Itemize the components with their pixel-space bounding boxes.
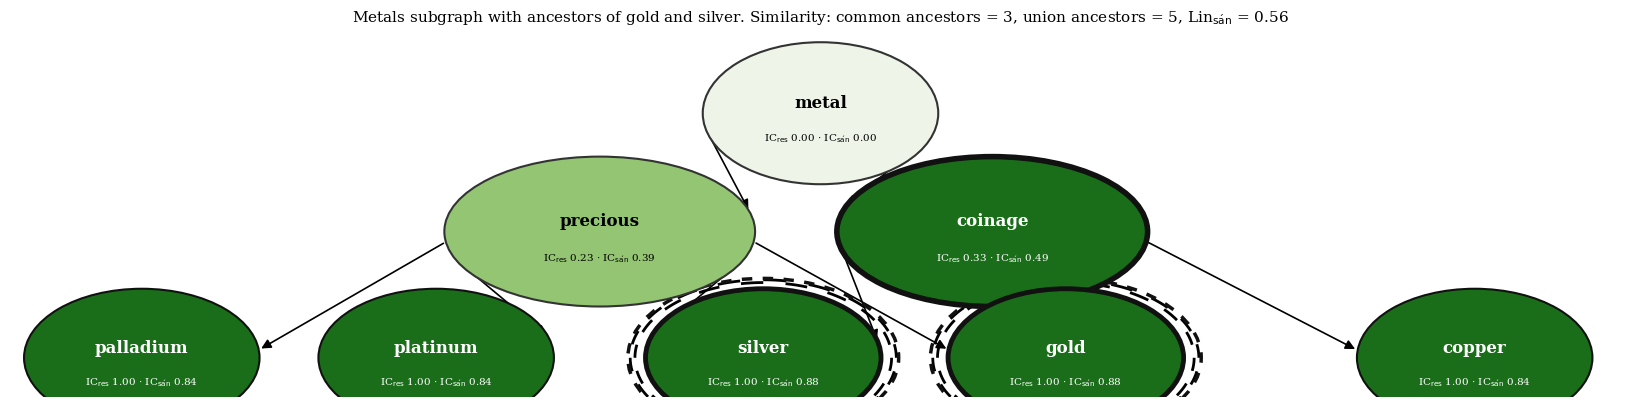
Ellipse shape xyxy=(948,289,1183,400)
Text: coinage: coinage xyxy=(957,212,1029,230)
Ellipse shape xyxy=(837,157,1147,306)
Text: gold: gold xyxy=(1045,340,1086,357)
Ellipse shape xyxy=(1357,289,1592,400)
Text: IC$_{\rm res}$ 0.00 · IC$_{\rm s\acute{a}n}$ 0.00: IC$_{\rm res}$ 0.00 · IC$_{\rm s\acute{a… xyxy=(765,132,876,145)
Ellipse shape xyxy=(318,289,555,400)
Text: IC$_{\rm res}$ 1.00 · IC$_{\rm s\acute{a}n}$ 0.84: IC$_{\rm res}$ 1.00 · IC$_{\rm s\acute{a… xyxy=(85,376,199,389)
Text: copper: copper xyxy=(1442,340,1506,357)
Ellipse shape xyxy=(702,42,939,184)
Ellipse shape xyxy=(645,289,881,400)
Text: Metals subgraph with ancestors of gold and silver. Similarity: common ancestors : Metals subgraph with ancestors of gold a… xyxy=(353,9,1288,27)
Text: IC$_{\rm res}$ 0.33 · IC$_{\rm s\acute{a}n}$ 0.49: IC$_{\rm res}$ 0.33 · IC$_{\rm s\acute{a… xyxy=(935,252,1049,265)
Text: IC$_{\rm res}$ 1.00 · IC$_{\rm s\acute{a}n}$ 0.84: IC$_{\rm res}$ 1.00 · IC$_{\rm s\acute{a… xyxy=(1418,376,1531,389)
Ellipse shape xyxy=(445,157,755,306)
Text: palladium: palladium xyxy=(95,340,189,357)
Text: IC$_{\rm res}$ 1.00 · IC$_{\rm s\acute{a}n}$ 0.88: IC$_{\rm res}$ 1.00 · IC$_{\rm s\acute{a… xyxy=(1009,376,1122,389)
Text: platinum: platinum xyxy=(394,340,479,357)
Text: IC$_{\rm res}$ 0.23 · IC$_{\rm s\acute{a}n}$ 0.39: IC$_{\rm res}$ 0.23 · IC$_{\rm s\acute{a… xyxy=(543,252,656,265)
Text: IC$_{\rm res}$ 1.00 · IC$_{\rm s\acute{a}n}$ 0.88: IC$_{\rm res}$ 1.00 · IC$_{\rm s\acute{a… xyxy=(707,376,819,389)
Text: IC$_{\rm res}$ 1.00 · IC$_{\rm s\acute{a}n}$ 0.84: IC$_{\rm res}$ 1.00 · IC$_{\rm s\acute{a… xyxy=(379,376,492,389)
Text: silver: silver xyxy=(738,340,789,357)
Text: metal: metal xyxy=(794,95,847,112)
Text: precious: precious xyxy=(560,212,640,230)
Ellipse shape xyxy=(25,289,259,400)
